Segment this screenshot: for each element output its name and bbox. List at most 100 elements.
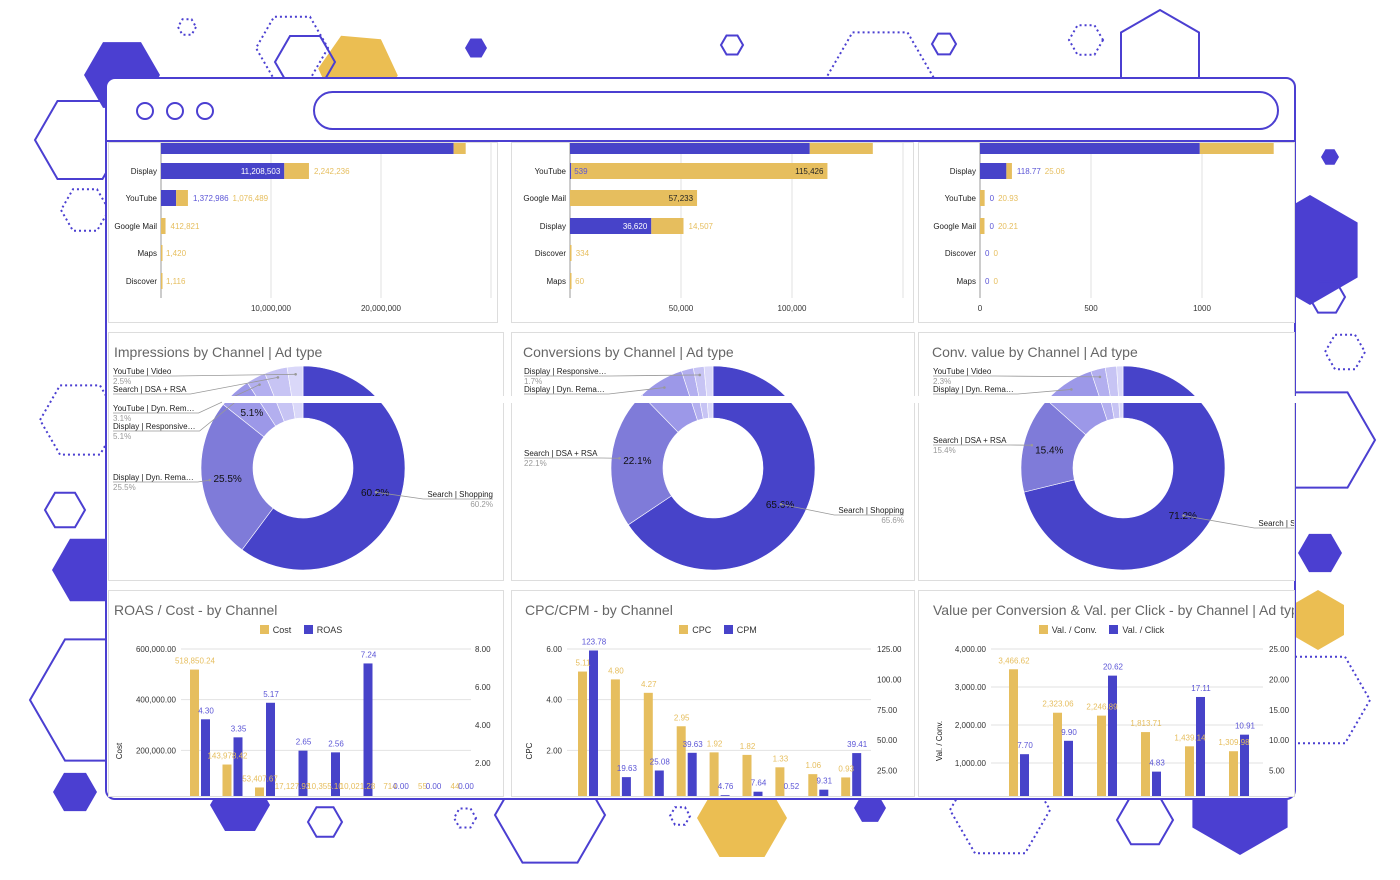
- bar-value-label: 1,309.98: [1218, 738, 1250, 747]
- category-label: YouTube: [535, 167, 567, 176]
- slice-percent-label: 2.5%: [113, 377, 131, 386]
- slice-percent-label: 60.2%: [470, 500, 493, 509]
- slice-name-label: YouTube | Video: [933, 367, 992, 376]
- bar-cpc: [808, 774, 818, 796]
- slice-name-label: Search | Shopping: [427, 490, 493, 499]
- bar-segment-gold: [161, 245, 163, 261]
- slice-value-label: 15.4%: [1035, 446, 1063, 457]
- bar-value-label: 4.30: [198, 706, 214, 715]
- window-control-circle-icon[interactable]: [136, 102, 154, 120]
- category-label: Discover: [945, 249, 976, 258]
- bar-val-click: [1108, 675, 1117, 796]
- bar-segment-gold: [1199, 143, 1274, 154]
- bar-value-label: 60: [575, 277, 584, 286]
- left-axis-tick-label: 3,000.00: [955, 683, 987, 692]
- chart-title: Value per Conversion & Val. per Click - …: [933, 602, 1295, 618]
- right-axis-tick-label: 50.00: [877, 736, 898, 745]
- gold-hexagon-icon: [1292, 590, 1344, 650]
- bar-chart-panel-3: 0 500 1000 Display 118.77 25.06 YouTube 0 20.93 G…: [918, 142, 1295, 323]
- bar-val-click: [1152, 771, 1161, 796]
- bar-value-label: 2.65: [296, 738, 312, 747]
- right-axis-tick-label: 15.00: [1269, 706, 1290, 715]
- bar-roas: [233, 737, 243, 796]
- bar-cost: [222, 764, 232, 796]
- legend-swatch-val-click: [1109, 625, 1119, 634]
- bar-value-label: 118.77: [1017, 167, 1041, 176]
- right-axis-tick-label: 4.00: [475, 721, 491, 730]
- right-axis-tick-label: 8.00: [475, 645, 491, 654]
- bar-cpc: [841, 777, 851, 796]
- bar-value-label: 4.27: [641, 680, 657, 689]
- bar-val-conv-: [1141, 732, 1150, 796]
- slice-name-label: Display | Responsive…: [524, 367, 607, 376]
- slice-name-label: Display | Responsive…: [113, 422, 196, 431]
- legend-swatch-val-conv: [1038, 625, 1048, 634]
- bar-segment-blue: [570, 143, 810, 154]
- leader-dot: [258, 383, 261, 386]
- legend-swatch-cpc: [679, 625, 689, 634]
- leader-dot: [208, 478, 212, 482]
- bar-value-label: 7.64: [751, 779, 767, 788]
- dotted-hexagon-icon: [254, 15, 330, 81]
- left-axis-tick-label: 1,000.00: [955, 759, 987, 768]
- impressions-donut-chart: 60.2% Search | Shopping60.2%25.5%Display …: [113, 365, 493, 571]
- bar-value-label: 0: [990, 194, 995, 203]
- bar-val-click: [1064, 740, 1073, 796]
- bar-roas: [331, 752, 340, 796]
- bar-value-label: 17,127.93: [275, 782, 311, 791]
- bar-value-label: 5.17: [263, 690, 279, 699]
- right-axis-tick-label: 100.00: [877, 675, 902, 684]
- bar-chart-1: 10,000,000 20,000,000 Display 11,208,503 2,2…: [114, 143, 492, 313]
- leader-line: [113, 398, 240, 432]
- bar-value-label: 20.21: [998, 222, 1019, 231]
- bar-value-label: 9.31: [817, 777, 833, 786]
- donut-slice: [286, 365, 304, 419]
- bar-segment-blue: [570, 163, 572, 179]
- bar-value-label: 1,439.14: [1174, 733, 1206, 742]
- bar-value-label: 539: [574, 167, 588, 176]
- y-axis-title: Val. / Conv.: [935, 721, 944, 761]
- leader-line: [1183, 515, 1294, 529]
- category-label: Google Mail: [523, 194, 566, 203]
- bar-val-click: [1240, 734, 1249, 796]
- bar-segment-gold: [571, 163, 828, 179]
- conv-value-donut-panel: 71.2%Search | Shopping71.2%15.4%Search |…: [918, 332, 1295, 581]
- leader-line: [933, 375, 1100, 378]
- address-bar[interactable]: [313, 91, 1279, 130]
- bar-value-label: 20.93: [998, 194, 1019, 203]
- bar-value-label: 7.24: [361, 650, 377, 659]
- bar-value-label: 53,407.67: [242, 774, 278, 783]
- donut-slice: [241, 365, 406, 571]
- bar-segment-gold: [284, 163, 309, 179]
- bar-value-label: 0.00: [458, 782, 474, 791]
- category-label: Display: [950, 167, 976, 176]
- bar-segment-blue: [161, 143, 454, 154]
- leader-dot: [663, 386, 666, 389]
- bar-value-label: 14,507: [689, 222, 714, 231]
- bar-value-label: 2,242,236: [314, 167, 350, 176]
- bar-segment-gold: [161, 273, 163, 289]
- left-axis-tick-label: 2.00: [546, 746, 562, 755]
- bar-segment-gold: [453, 143, 466, 154]
- impressions-donut-panel: 60.2% Search | Shopping 60.2% 25.5% Display …: [108, 332, 504, 581]
- window-control-circle-icon[interactable]: [166, 102, 184, 120]
- outline-hexagon-icon: [930, 32, 958, 56]
- bar-cpc: [610, 679, 620, 796]
- chart-title: Conversions by Channel | Ad type: [523, 344, 734, 360]
- slice-name-label: Search | DSA + RSA: [933, 436, 1007, 445]
- bar-value-label: 25.06: [1045, 167, 1066, 176]
- bar-val-conv-: [1053, 712, 1062, 796]
- category-label: Google Mail: [114, 222, 157, 231]
- category-label: Display: [131, 167, 157, 176]
- slice-percent-label: 1.7%: [524, 377, 542, 386]
- window-control-circle-icon[interactable]: [196, 102, 214, 120]
- leader-dot: [1182, 514, 1185, 517]
- bar-val-conv-: [1009, 669, 1018, 796]
- legend-label: Val. / Conv.: [1051, 625, 1097, 635]
- dotted-hexagon-icon: [176, 18, 198, 36]
- bar-value-label: 9.90: [1061, 728, 1077, 737]
- chart-legend: Cost ROAS: [109, 625, 493, 635]
- rendering-gap-strip: [222, 396, 1296, 403]
- filled-hexagon-icon: [854, 794, 886, 822]
